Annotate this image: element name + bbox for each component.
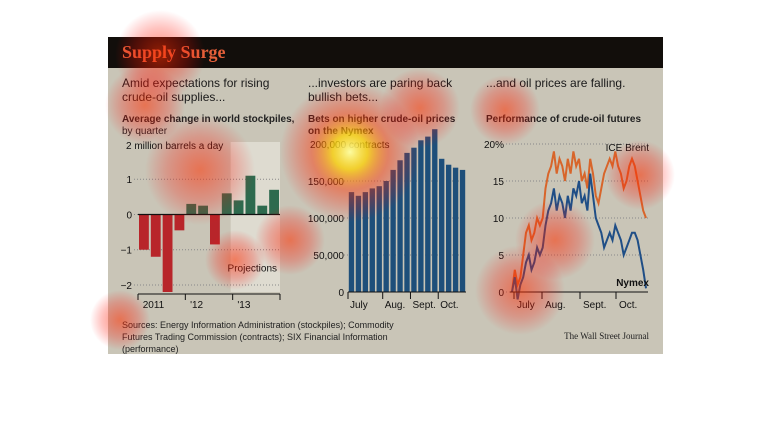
right-ytick: 0 <box>498 288 504 299</box>
stockpile-bar <box>150 214 161 257</box>
charts-svg: Projections −2 −1 0 1 2 million barrels a day… <box>121 129 650 311</box>
credit: The Wall Street Journal <box>564 331 649 341</box>
projections-label: Projections <box>228 263 277 274</box>
nymex-bar <box>362 192 369 292</box>
nymex-bar <box>397 160 403 292</box>
graphic: Supply Surge Amid expectations for risin… <box>108 37 663 354</box>
middle-ytick: 100,000 <box>308 214 345 225</box>
stockpile-bar <box>139 214 149 250</box>
middle-xtick: Oct. <box>440 300 458 311</box>
nymex-bar <box>459 169 466 292</box>
nymex-bar <box>439 158 445 292</box>
nymex-bar <box>452 167 459 292</box>
left-ytick: 1 <box>126 175 132 186</box>
nymex-legend: Nymex <box>616 278 649 289</box>
nymex-bar <box>369 188 375 292</box>
middle-unit-label: 200,000 contracts <box>310 140 390 151</box>
right-subtitle: Performance of crude-oil futures <box>486 114 641 126</box>
middle-ytick: 50,000 <box>313 251 344 262</box>
left-xtick: 2011 <box>143 300 165 311</box>
stockpile-bar <box>257 205 268 215</box>
right-xtick: Oct. <box>619 300 637 311</box>
right-ytick: 10 <box>493 214 505 225</box>
middle-xtick: Sept. <box>412 300 435 311</box>
nymex-bar <box>348 192 355 292</box>
stockpile-bar <box>210 214 220 245</box>
middle-xtick: July <box>350 300 368 311</box>
stockpile-bar <box>245 175 256 215</box>
left-xtick: '12 <box>190 300 203 311</box>
left-xtick: '13 <box>237 300 250 311</box>
nymex-bar <box>390 169 396 292</box>
stockpile-bar <box>221 193 232 215</box>
right-xtick: Sept. <box>583 300 606 311</box>
nymex-bar <box>432 129 438 292</box>
right-xtick: July <box>517 300 535 311</box>
stockpile-bar <box>162 214 173 292</box>
left-ytick: −1 <box>121 246 133 257</box>
left-ytick: −2 <box>121 281 133 292</box>
right-ytick: 15 <box>493 177 505 188</box>
right-xtick: Aug. <box>545 300 566 311</box>
middle-ytick-zero: 0 <box>338 288 344 299</box>
nymex-bar <box>411 147 417 292</box>
right-subtitle-main: Performance of crude-oil futures <box>486 114 642 125</box>
nymex-bar <box>445 164 452 292</box>
left-unit-label: 2 million barrels a day <box>126 141 223 152</box>
right-ytick: 5 <box>498 251 504 262</box>
stockpile-bar <box>198 205 208 215</box>
nymex-bar <box>376 186 382 292</box>
right-ytick: 20% <box>484 140 504 151</box>
nymex-bar <box>355 195 362 292</box>
nymex-bar <box>418 140 424 292</box>
stockpile-bar <box>186 203 197 215</box>
nymex-bar <box>404 152 410 292</box>
stockpile-bar <box>269 189 279 215</box>
brent-legend: ICE Brent <box>606 143 650 154</box>
nymex-bar <box>383 181 389 292</box>
stockpile-bar <box>174 214 185 231</box>
nymex-bar <box>425 136 431 292</box>
middle-ytick: 150,000 <box>308 177 345 188</box>
sources-footer: Sources: Energy Information Administrati… <box>122 320 394 354</box>
middle-xtick: Aug. <box>385 300 406 311</box>
left-ytick: 0 <box>126 210 132 221</box>
stockpile-bar <box>233 200 244 215</box>
